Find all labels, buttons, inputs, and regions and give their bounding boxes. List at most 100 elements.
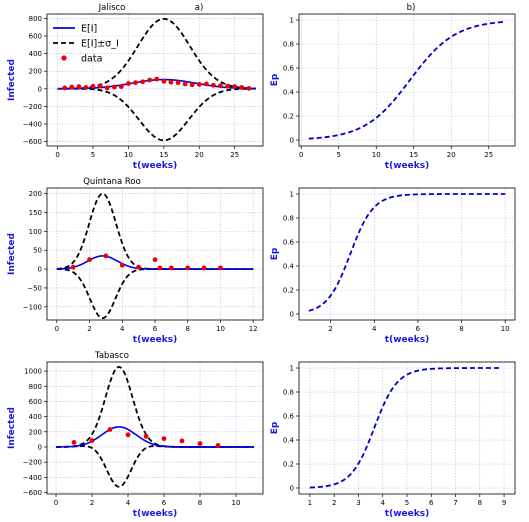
data-point [239,85,245,90]
x-tick-label: 8 [185,325,189,333]
x-tick-label: 15 [409,151,418,159]
y-tick-label: 50 [33,247,42,255]
legend-label-mean: E[I] [81,24,97,35]
data-point [218,265,223,271]
y-tick-label: 0 [290,311,294,319]
x-tick-label: 5 [337,151,341,159]
y-tick-label: 1000 [24,368,42,376]
x-tick-label: 10 [501,325,510,333]
y-tick-label: 0 [290,485,294,493]
x-tick-label: 2 [328,325,332,333]
y-tick-label: −100 [23,303,42,311]
panel-label: b) [407,3,416,13]
plot-content [308,193,506,312]
data-point [70,264,76,270]
axes-frame [298,187,516,321]
data-point [211,82,216,88]
x-tick-label: 6 [153,325,158,333]
x-tick-label: 2 [90,499,94,507]
x-axis-label: t(weeks) [385,335,429,345]
x-tick-label: 0 [299,151,303,159]
data-point [215,443,221,448]
data-point [111,84,117,90]
data-point [133,80,138,86]
chart-panel-5: 0 2 4 6 8 10 −600 −400 −200 0 200 400 600 800 1000 t(we… [7,351,264,519]
y-tick-label: 400 [29,413,42,421]
x-tick-label: 20 [195,151,204,159]
y-tick-label: −400 [23,121,42,129]
y-tick-label: 0.2 [283,113,294,121]
data-point [90,83,96,89]
y-tick-label: 0.4 [283,89,295,97]
data-point [175,80,181,86]
x-tick-label: 12 [249,325,258,333]
data-point [71,440,77,445]
data-point [182,81,188,87]
y-tick-label: 600 [29,33,42,41]
y-tick-label: 0.8 [283,41,294,49]
y-tick-label: −200 [23,103,42,111]
x-axis-label: t(weeks) [133,161,177,171]
data-point [218,83,223,89]
upper-sigma-curve [57,17,256,90]
data-point [168,265,174,271]
data-point [107,427,113,432]
y-axis-label: Infected [7,59,17,101]
data-point [126,81,131,86]
x-tick-label: 10 [232,499,241,507]
x-tick-label: 4 [380,499,385,507]
plot-area [47,362,263,494]
y-axis-label: Ep [270,247,280,260]
y-tick-label: 0.6 [283,65,295,73]
data-point [196,82,202,87]
y-axis-label: Infected [7,233,17,275]
x-tick-label: 10 [216,325,225,333]
panel-label: a) [195,3,204,13]
data-point [161,436,167,442]
x-tick-label: 7 [453,499,457,507]
chart-panel-1: 0 5 10 15 20 25 −600 −400 −200 0 200 400 600 800 t(wee… [7,3,264,171]
y-tick-label: 1 [290,191,294,199]
legend-label-data: data [81,54,102,65]
data-point [232,84,238,89]
data-point [62,85,68,91]
y-tick-label: 0.6 [283,413,295,421]
data-point [203,81,209,87]
mean-curve [56,426,254,448]
x-tick-label: 8 [198,499,202,507]
plot-content [308,21,504,140]
panel-title: Quintana Roo [83,177,141,187]
data-point [118,84,124,89]
y-tick-label: 1 [290,365,294,373]
y-tick-label: −400 [23,474,42,482]
x-axis-label: t(weeks) [385,509,429,519]
x-tick-label: 4 [372,325,377,333]
y-tick-label: −600 [23,138,42,146]
x-tick-label: 5 [91,151,95,159]
data-point [189,82,195,88]
x-tick-label: 2 [332,499,336,507]
x-tick-label: 20 [447,151,456,159]
y-axis-label: Ep [270,73,280,86]
y-axis-label: Ep [270,421,280,434]
ep-curve [308,193,506,312]
y-tick-label: 0.8 [283,389,294,397]
y-tick-label: 0.8 [283,215,294,223]
x-tick-label: 0 [54,499,58,507]
data-point [179,438,185,444]
x-tick-label: 1 [308,499,312,507]
x-tick-label: 15 [159,151,168,159]
x-tick-label: 5 [405,499,409,507]
x-tick-label: 0 [55,325,59,333]
data-point [197,441,203,446]
chart-panel-6: 1 2 3 4 5 6 7 8 9 0 0.2 0.4 0.6 0.8 1 t(weeks) Ep [270,361,516,519]
data-point [103,253,109,259]
y-tick-label: 800 [29,15,42,23]
data-point [225,83,230,89]
x-tick-label: 6 [416,325,421,333]
chart-panel-4: 2 4 6 8 10 0 0.2 0.4 0.6 0.8 1 t(weeks) Ep [270,187,516,345]
data-point [168,79,174,85]
data-point [143,433,149,439]
